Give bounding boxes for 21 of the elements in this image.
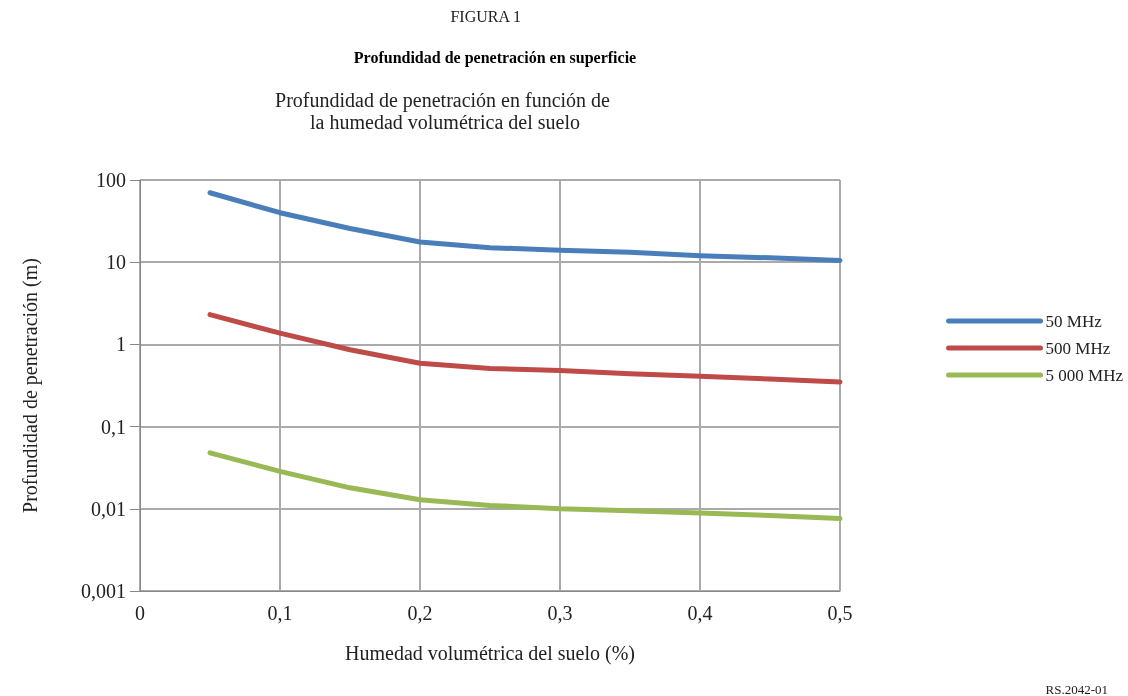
x-tick-label: 0,1	[267, 602, 293, 624]
y-tick-label: 10	[106, 251, 126, 274]
y-tick-label: 0,001	[81, 580, 126, 602]
chart-subtitle: Profundidad de penetración en función de la humedad volumétrica del suelo	[275, 89, 615, 133]
y-tick-label: 100	[96, 169, 126, 191]
x-tick-label: 0,5	[827, 602, 853, 624]
chart-title: Profundidad de penetración en superficie	[353, 48, 637, 67]
y-tick-label: 0,1	[101, 415, 126, 438]
x-tick-label: 0,2	[407, 602, 433, 624]
text: FIGURA 1	[450, 7, 522, 25]
y-tick-label: 0,01	[91, 497, 126, 520]
text: 50 MHz	[1045, 311, 1103, 331]
x-tick-label: 0,3	[547, 602, 573, 624]
x-axis-title: Humedad volumétrica del suelo (%)	[345, 642, 635, 665]
y-axis-title: Profundidad de penetración (m)	[19, 258, 42, 513]
y-tick-label: 1	[116, 333, 126, 356]
x-tick-label: 0,4	[687, 602, 713, 624]
text: RS.2042-01	[1045, 682, 1108, 696]
text: 5 000 MHz	[1045, 365, 1124, 385]
x-tick-label: 0	[135, 602, 145, 624]
text: 500 MHz	[1045, 338, 1111, 358]
